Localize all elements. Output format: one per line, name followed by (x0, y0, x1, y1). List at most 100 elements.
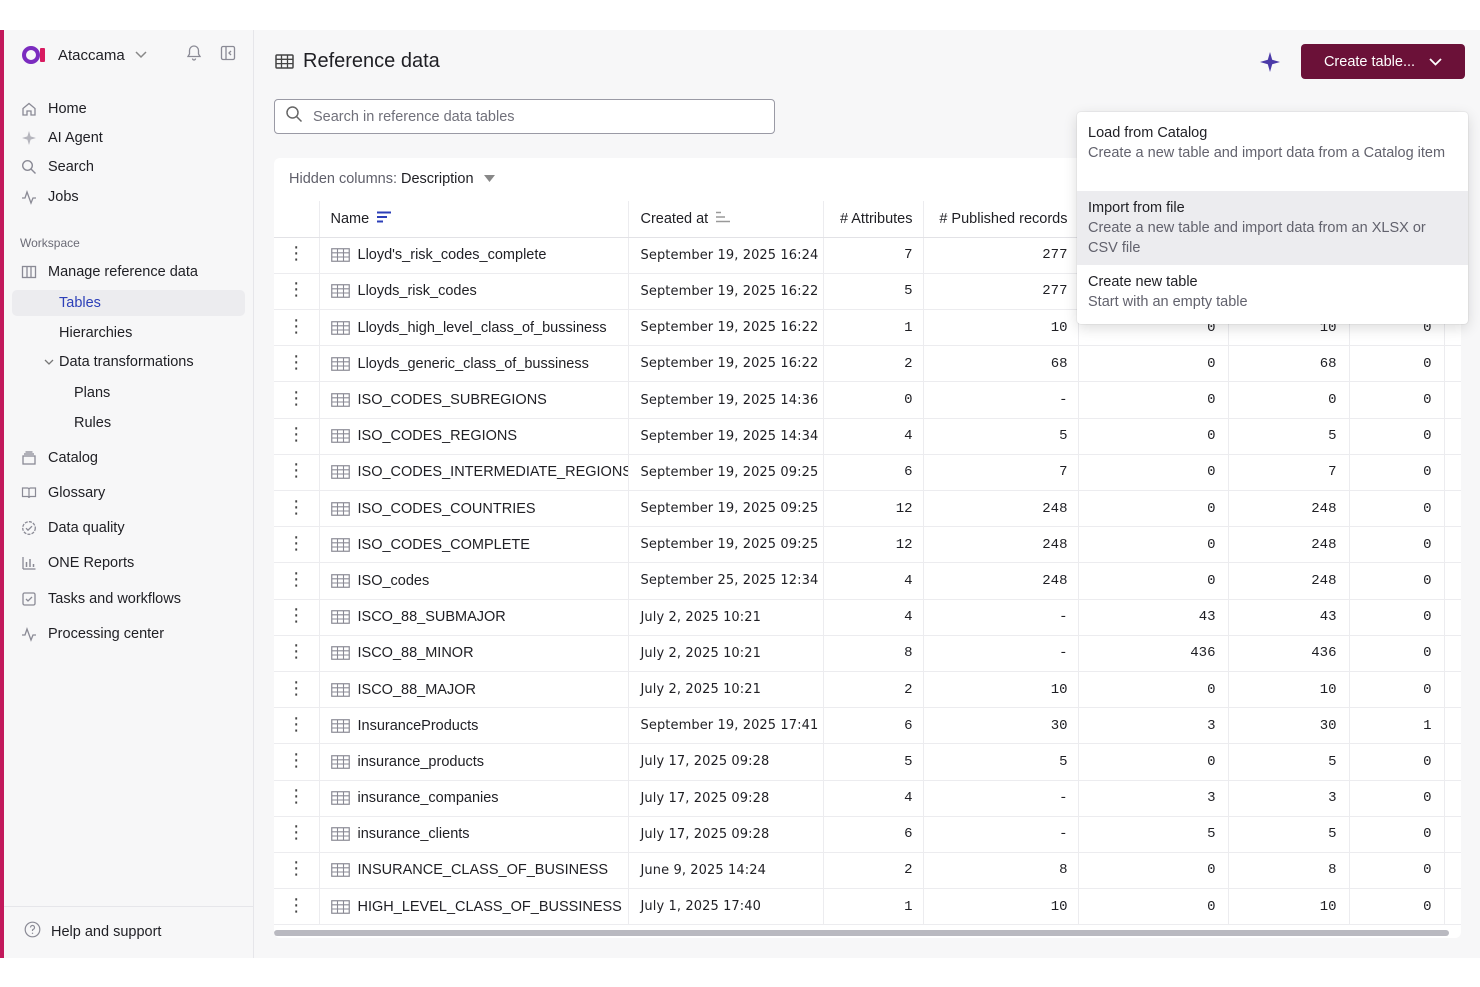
table-row[interactable]: ⋮ ISO_CODES_COMPLETE September 19, 2025 09… (274, 526, 1461, 564)
search-input[interactable] (313, 108, 753, 125)
org-switcher[interactable]: Ataccama (22, 44, 147, 66)
table-name[interactable]: Lloyds_risk_codes (357, 283, 477, 300)
name-cell[interactable]: ISO_CODES_COMPLETE (318, 526, 628, 564)
more-vertical-icon[interactable]: ⋮ (287, 605, 306, 626)
more-vertical-icon[interactable]: ⋮ (287, 315, 306, 336)
table-name[interactable]: ISO_CODES_COUNTRIES (357, 500, 536, 517)
more-vertical-icon[interactable]: ⋮ (287, 786, 306, 807)
more-vertical-icon[interactable]: ⋮ (287, 532, 306, 553)
sort-desc-icon[interactable] (377, 211, 392, 227)
header-published-records[interactable]: # Published records (922, 201, 1078, 238)
hidden-columns-control[interactable]: Hidden columns: Description (289, 171, 495, 187)
horizontal-scrollbar[interactable] (274, 930, 1449, 936)
name-cell[interactable]: ISO_codes (318, 562, 628, 600)
nav-hierarchies[interactable]: Hierarchies (59, 320, 132, 346)
nav-ai-agent[interactable]: AI Agent (20, 125, 103, 151)
more-vertical-icon[interactable]: ⋮ (287, 243, 306, 264)
more-vertical-icon[interactable]: ⋮ (287, 351, 306, 372)
table-name[interactable]: Lloyd's_risk_codes_complete (357, 247, 547, 264)
more-vertical-icon[interactable]: ⋮ (287, 568, 306, 589)
table-name[interactable]: ISCO_88_MINOR (357, 645, 474, 662)
menu-item-load-from-catalog[interactable]: Load from Catalog Create a new table and… (1077, 112, 1468, 191)
table-row[interactable]: ⋮ ISCO_88_SUBMAJOR July 2, 2025 10:21 4-43 4… (274, 599, 1461, 636)
more-vertical-icon[interactable]: ⋮ (287, 822, 306, 843)
table-row[interactable]: ⋮ ISO_CODES_SUBREGIONS September 19, 2025 … (274, 381, 1461, 419)
table-name[interactable]: insurance_products (357, 753, 485, 770)
nav-processing-center[interactable]: Processing center (20, 621, 164, 647)
header-created[interactable]: Created at (627, 201, 823, 238)
nav-one-reports[interactable]: ONE Reports (20, 550, 134, 576)
table-row[interactable]: ⋮ ISCO_88_MINOR July 2, 2025 10:21 8-436 436… (274, 635, 1461, 672)
name-cell[interactable]: Lloyds_risk_codes (318, 273, 628, 311)
name-cell[interactable]: INSURANCE_CLASS_OF_BUSINESS (318, 852, 628, 890)
more-vertical-icon[interactable]: ⋮ (287, 713, 306, 734)
table-row[interactable]: ⋮ Lloyds_generic_class_of_bussiness Septem… (274, 345, 1461, 383)
name-cell[interactable]: Lloyds_high_level_class_of_bussiness (318, 309, 628, 347)
more-vertical-icon[interactable]: ⋮ (287, 641, 306, 662)
more-vertical-icon[interactable]: ⋮ (287, 496, 306, 517)
menu-item-create-new-table[interactable]: Create new table Start with an empty tab… (1077, 265, 1468, 324)
collapse-sidebar-icon[interactable] (220, 45, 236, 66)
name-cell[interactable]: ISO_CODES_SUBREGIONS (318, 381, 628, 419)
table-row[interactable]: ⋮ InsuranceProducts September 19, 2025 17:… (274, 707, 1461, 745)
name-cell[interactable]: ISCO_88_MAJOR (318, 671, 628, 709)
table-row[interactable]: ⋮ ISO_CODES_COUNTRIES September 19, 2025 0… (274, 490, 1461, 528)
nav-tables[interactable]: Tables (12, 290, 245, 316)
name-cell[interactable]: ISCO_88_SUBMAJOR (318, 599, 628, 636)
more-vertical-icon[interactable]: ⋮ (287, 677, 306, 698)
name-cell[interactable]: ISO_CODES_INTERMEDIATE_REGIONS (318, 454, 629, 492)
name-cell[interactable]: ISCO_88_MINOR (318, 635, 628, 672)
name-cell[interactable]: ISO_CODES_COUNTRIES (318, 490, 628, 528)
name-cell[interactable]: insurance_clients (318, 816, 628, 853)
table-name[interactable]: ISCO_88_MAJOR (357, 681, 476, 698)
table-name[interactable]: Lloyds_high_level_class_of_bussiness (357, 319, 607, 336)
more-vertical-icon[interactable]: ⋮ (287, 749, 306, 770)
nav-catalog[interactable]: Catalog (20, 445, 98, 471)
table-name[interactable]: Lloyds_generic_class_of_bussiness (357, 355, 589, 372)
table-name[interactable]: INSURANCE_CLASS_OF_BUSINESS (357, 862, 609, 879)
table-row[interactable]: ⋮ INSURANCE_CLASS_OF_BUSINESS June 9, 2025… (274, 852, 1461, 890)
more-vertical-icon[interactable]: ⋮ (287, 894, 306, 915)
search-field[interactable] (274, 99, 775, 134)
table-row[interactable]: ⋮ insurance_products July 17, 2025 09:28 5 5… (274, 743, 1461, 781)
nav-jobs[interactable]: Jobs (20, 184, 79, 210)
nav-plans[interactable]: Plans (74, 380, 110, 406)
nav-search[interactable]: Search (20, 154, 94, 180)
header-attributes[interactable]: # Attributes (822, 201, 923, 238)
nav-data-transformations[interactable]: Data transformations (44, 349, 194, 375)
name-cell[interactable]: insurance_products (318, 743, 628, 781)
table-name[interactable]: insurance_clients (357, 826, 470, 843)
table-row[interactable]: ⋮ insurance_clients July 17, 2025 09:28 6-5… (274, 816, 1461, 853)
nav-manage-reference-data[interactable]: Manage reference data (20, 259, 198, 285)
name-cell[interactable]: ISO_CODES_REGIONS (318, 418, 628, 455)
nav-home[interactable]: Home (20, 96, 87, 122)
table-row[interactable]: ⋮ ISCO_88_MAJOR July 2, 2025 10:21 2 10 0 10 0 (274, 671, 1461, 709)
nav-glossary[interactable]: Glossary (20, 480, 105, 506)
menu-item-import-from-file[interactable]: Import from file Create a new table and … (1077, 191, 1468, 265)
chevron-down-icon[interactable] (44, 359, 54, 366)
table-row[interactable]: ⋮ ISO_CODES_REGIONS September 19, 2025 14:… (274, 418, 1461, 455)
ai-sparkle-icon[interactable] (1259, 51, 1281, 78)
table-row[interactable]: ⋮ ISO_codes September 25, 2025 12:34 4 248 0 2… (274, 562, 1461, 600)
table-row[interactable]: ⋮ ISO_CODES_INTERMEDIATE_REGIONS September… (274, 454, 1461, 492)
more-vertical-icon[interactable]: ⋮ (287, 858, 306, 879)
table-row[interactable]: ⋮ insurance_companies July 17, 2025 09:28 4… (274, 780, 1461, 817)
table-name[interactable]: InsuranceProducts (357, 717, 479, 734)
nav-data-quality[interactable]: Data quality (20, 515, 125, 541)
name-cell[interactable]: HIGH_LEVEL_CLASS_OF_BUSSINESS (318, 888, 628, 926)
table-name[interactable]: ISO_CODES_REGIONS (357, 428, 518, 445)
name-cell[interactable]: Lloyds_generic_class_of_bussiness (318, 345, 628, 383)
table-name[interactable]: ISCO_88_SUBMAJOR (357, 609, 506, 626)
help-and-support-link[interactable]: Help and support (24, 921, 161, 942)
more-vertical-icon[interactable]: ⋮ (287, 279, 306, 300)
sort-neutral-icon[interactable] (716, 211, 731, 227)
table-name[interactable]: ISO_CODES_SUBREGIONS (357, 392, 547, 409)
header-name[interactable]: Name (318, 201, 628, 238)
more-vertical-icon[interactable]: ⋮ (287, 388, 306, 409)
nav-tasks-and-workflows[interactable]: Tasks and workflows (20, 586, 181, 612)
nav-rules[interactable]: Rules (74, 410, 111, 436)
create-table-button[interactable]: Create table... (1301, 44, 1465, 79)
table-name[interactable]: ISO_CODES_INTERMEDIATE_REGIONS (357, 464, 629, 481)
table-name[interactable]: ISO_CODES_COMPLETE (357, 536, 530, 553)
more-vertical-icon[interactable]: ⋮ (287, 460, 306, 481)
